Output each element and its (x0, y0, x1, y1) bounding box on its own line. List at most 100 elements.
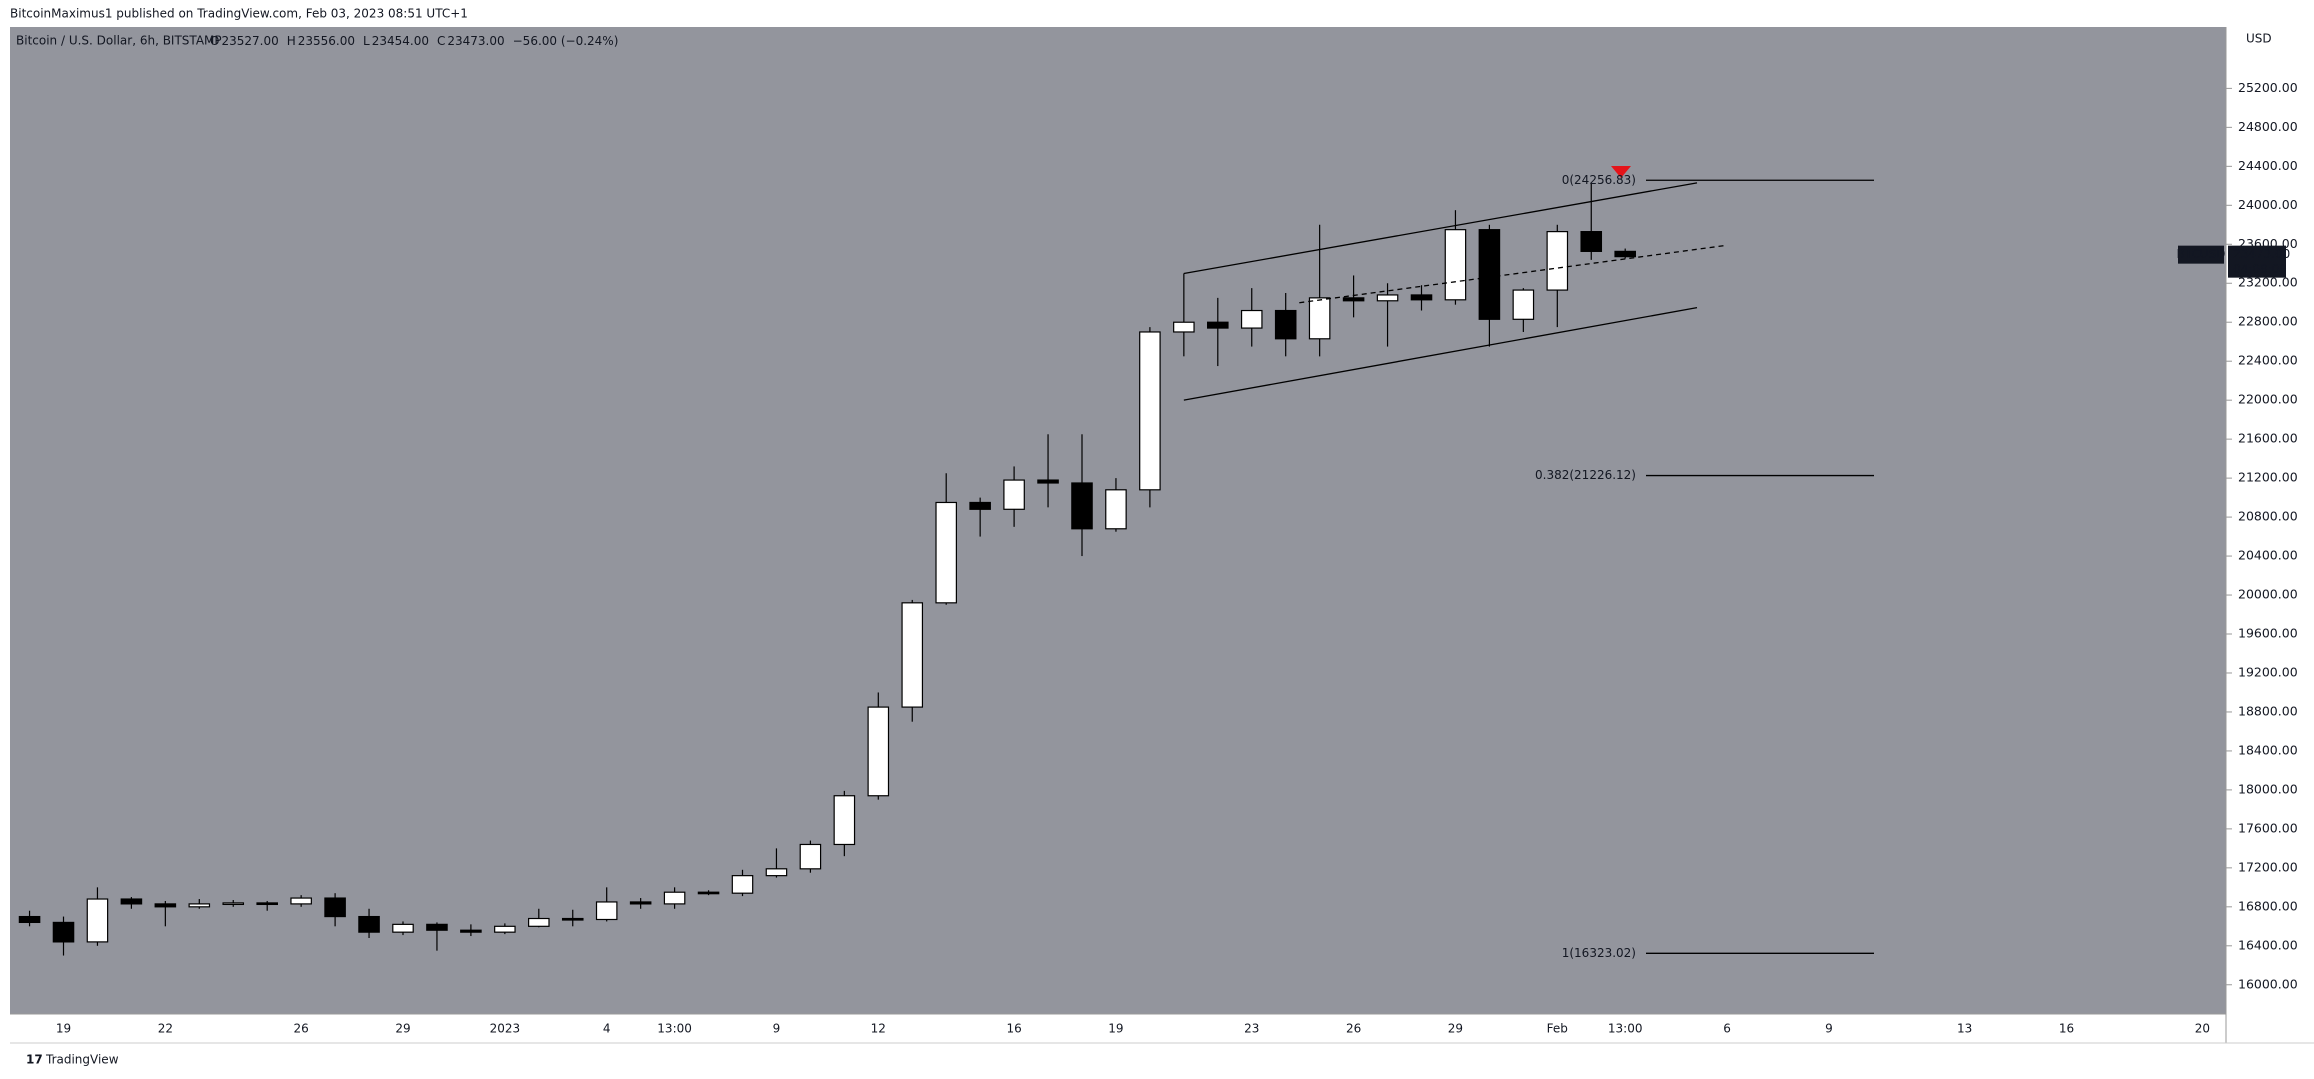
plot (0, 179, 1874, 956)
y-tick-label: 18000.00 (2238, 781, 2298, 796)
candle-body (1105, 489, 1127, 530)
x-tick-label: 23 (1244, 1022, 1259, 1036)
legend-key: L (363, 34, 370, 48)
candle-body (324, 897, 346, 918)
x-tick-label: 19 (56, 1022, 71, 1036)
candle-body (86, 898, 109, 943)
x-tick-label: 29 (1448, 1022, 1463, 1036)
x-tick-label: Feb (1547, 1022, 1568, 1036)
y-tick-label: 22800.00 (2238, 314, 2298, 329)
candle-body (256, 902, 278, 906)
publisher: BitcoinMaximus1 published on TradingView… (10, 7, 468, 21)
x-tick-label: 2023 (490, 1022, 521, 1036)
candle-body (1139, 331, 1161, 491)
candle-body (52, 921, 75, 943)
x-tick-label: 13 (1957, 1022, 1972, 1036)
y-tick-label: 22400.00 (2238, 353, 2298, 368)
ohlc-legend: O 23527.00 H 23556.00 L 23454.00 C 23473.00 −56.… (210, 34, 618, 48)
candle-body (833, 795, 856, 846)
legend-change: −56.00 (−0.24%) (513, 34, 619, 48)
price-tag (2228, 245, 2286, 278)
candle-body (120, 898, 143, 905)
candle-body (697, 891, 720, 895)
candle-body (629, 901, 652, 905)
y-tick-label: 20000.00 (2238, 587, 2298, 602)
candle-body (1614, 250, 1636, 258)
candle-body (1308, 297, 1331, 340)
candle-body (799, 843, 822, 870)
candle-body (494, 925, 516, 933)
candle-body (1037, 479, 1059, 484)
x-tick-label: 22 (158, 1022, 173, 1036)
brand: TradingView (45, 1053, 119, 1067)
candle-body (154, 903, 177, 908)
price-tag-countdown: 04:08:09 (2233, 262, 2287, 276)
legend-key: C (437, 34, 445, 48)
y-tick-label: 16800.00 (2238, 898, 2298, 913)
y-tick-label: 20800.00 (2238, 509, 2298, 524)
x-tick-label: 12 (871, 1022, 886, 1036)
candle-body (18, 915, 41, 924)
candle-body (1376, 294, 1399, 302)
legend-value: 23527.00 (221, 34, 278, 48)
x-tick-label: 29 (395, 1022, 410, 1036)
x-tick-label: 9 (1825, 1022, 1833, 1036)
y-tick-label: 21200.00 (2238, 470, 2298, 485)
candle-body (1478, 229, 1501, 320)
candle-body (528, 917, 550, 927)
candle-body (1512, 289, 1535, 320)
candle-body (867, 706, 890, 797)
fib-label: 0.382(21226.12) (1535, 468, 1636, 482)
candle-body (426, 923, 448, 931)
candle-body (460, 929, 482, 933)
x-tick-label: 6 (1723, 1022, 1731, 1036)
x-tick-label: 16 (1006, 1022, 1021, 1036)
candle-body (1580, 231, 1603, 252)
candle-body (1274, 309, 1297, 340)
candle-body (290, 897, 312, 905)
y-tick-label: 19600.00 (2238, 626, 2298, 641)
candle-body (731, 875, 754, 894)
y-tick-label: 16400.00 (2238, 937, 2298, 952)
y-tick-label: 21600.00 (2238, 431, 2298, 446)
candle-body (392, 923, 414, 933)
x-tick-label: 19 (1108, 1022, 1123, 1036)
legend-key: H (287, 34, 296, 48)
y-tick-label: 24400.00 (2238, 158, 2298, 173)
y-tick-label: 24000.00 (2238, 197, 2298, 212)
candle-body (935, 501, 957, 604)
y-axis: 16000.00 16400.00 16800.00 17200.00 17600.00… (2226, 80, 2298, 991)
candle-body (1003, 479, 1025, 510)
price-tag-value: 23473.00 (2233, 247, 2290, 261)
channel-line (1183, 306, 1698, 401)
candle-body (1342, 297, 1365, 302)
y-tick-label: 22000.00 (2238, 392, 2298, 407)
x-tick-label: 26 (1346, 1022, 1361, 1036)
candle-body (1240, 309, 1263, 329)
x-tick-label: 4 (603, 1022, 611, 1036)
y-tick-label: 24800.00 (2238, 119, 2298, 134)
x-tick-label: 26 (294, 1022, 309, 1036)
symbol-tag (2178, 245, 2224, 264)
channel-line (1183, 182, 1698, 275)
y-tick-label: 16000.00 (2238, 976, 2298, 991)
candle-body (1546, 231, 1569, 291)
x-tick-label: 16 (2059, 1022, 2074, 1036)
y-tick-label: 18400.00 (2238, 742, 2298, 757)
candle-body (0, 915, 6, 917)
candle-body (663, 891, 686, 905)
y-tick-label: 17200.00 (2238, 859, 2298, 874)
x-tick-label: 13:00 (1608, 1022, 1643, 1036)
legend-value: 23556.00 (298, 34, 355, 48)
legend-value: 23473.00 (447, 34, 504, 48)
brand-logo: 17 (26, 1053, 43, 1067)
fib-label: 1(16323.02) (1562, 946, 1636, 960)
x-tick-label: 20 (2195, 1022, 2210, 1036)
y-tick-label: 20400.00 (2238, 548, 2298, 563)
candle-body (901, 602, 924, 708)
candle-body (188, 903, 211, 908)
candle-body (765, 868, 788, 877)
candle-body (222, 902, 245, 906)
x-tick-label: 13:00 (657, 1022, 692, 1036)
